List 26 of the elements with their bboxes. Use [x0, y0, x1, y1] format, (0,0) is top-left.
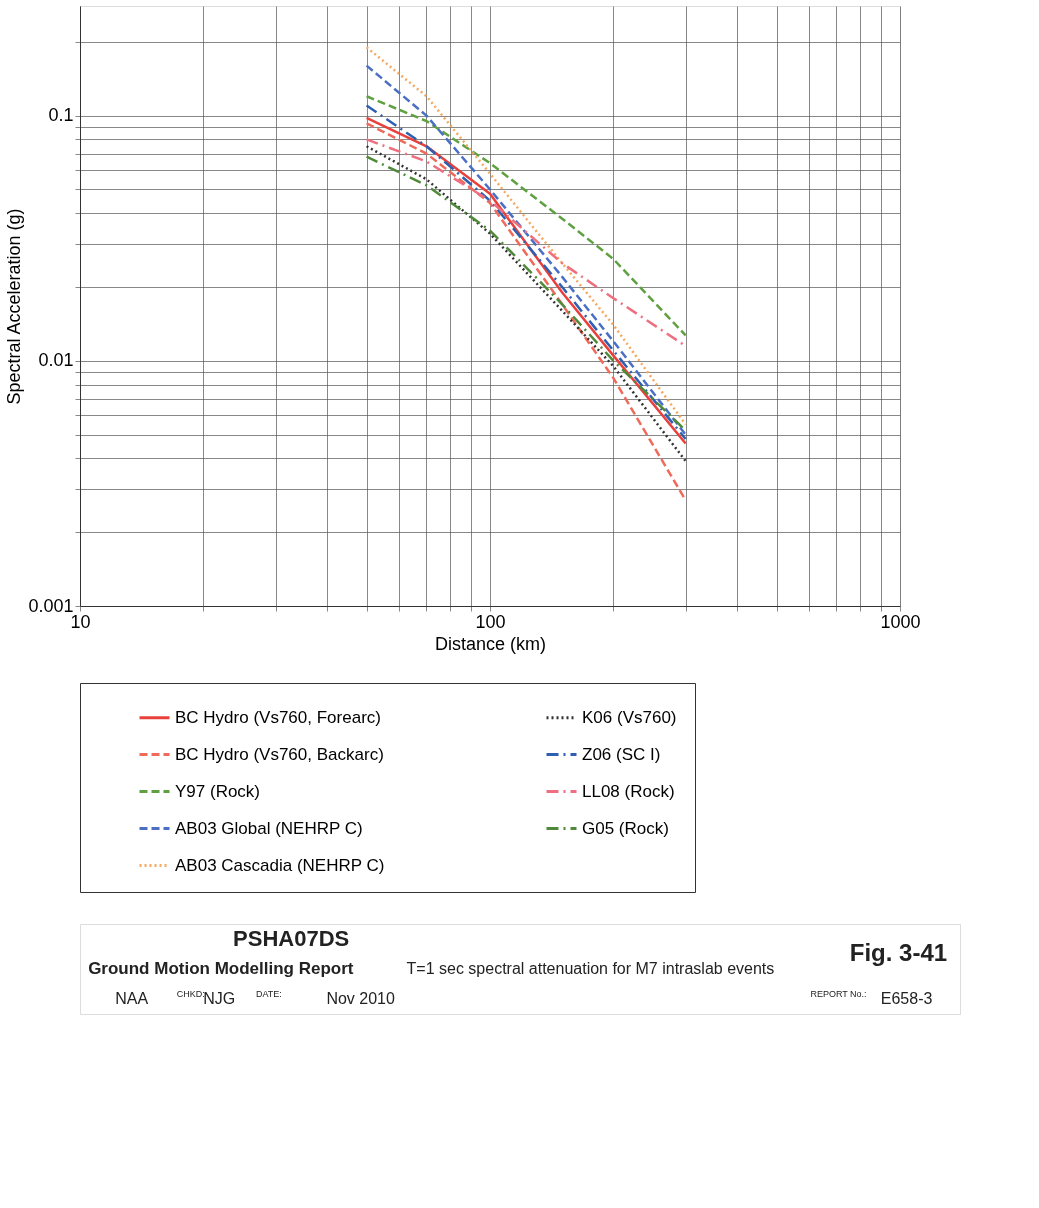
text: NAA [115, 990, 149, 1007]
y-tick-label: 0.1 [48, 105, 74, 126]
text: E658-3 [880, 990, 933, 1007]
text: T=1 sec spectral attenuation for M7 intraslab events [406, 960, 775, 977]
x-tick-label: 100 [475, 611, 506, 632]
legend-label: BC Hydro (Vs760, Backarc) [175, 744, 384, 764]
text: Nov 2010 [326, 990, 395, 1007]
text: NJG [203, 990, 236, 1007]
y-tick-label: 0.01 [38, 350, 74, 371]
text: Ground Motion Modelling Report [88, 959, 354, 978]
legend-label: G05 (Rock) [582, 818, 669, 838]
legend-label: K06 (Vs760) [582, 707, 677, 727]
legend-label: LL08 (Rock) [582, 781, 675, 801]
legend-label: Y97 (Rock) [175, 781, 261, 801]
x-axis-title: Distance (km) [434, 633, 547, 654]
text: PSHA07DS [233, 926, 350, 951]
caption: Fig. 3-41 [849, 939, 948, 966]
legend-label: AB03 Global (NEHRP C) [175, 818, 363, 838]
legend-label: AB03 Cascadia (NEHRP C) [175, 855, 385, 875]
legend-label: Z06 (SC I) [582, 744, 661, 764]
text: CHKD: [176, 989, 205, 999]
text: DATE: [256, 989, 282, 999]
text: REPORT No.: [810, 989, 867, 999]
legend-label: BC Hydro (Vs760, Forearc) [175, 707, 381, 727]
y-axis-title: Spectral Acceleration (g) [4, 208, 25, 405]
x-tick-label: 1000 [880, 611, 921, 632]
